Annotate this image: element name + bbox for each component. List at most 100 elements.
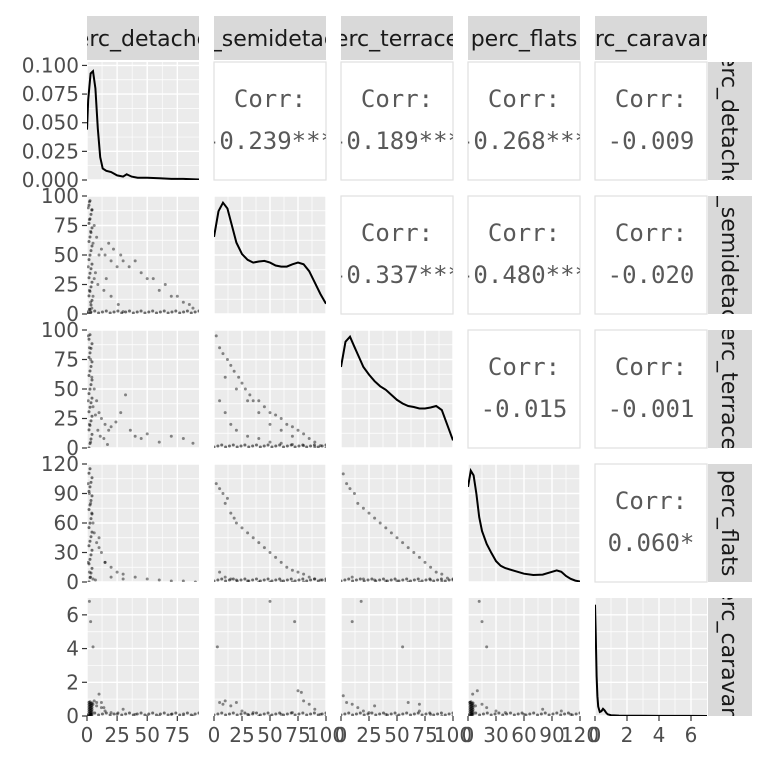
- scatter-point: [478, 713, 482, 716]
- scatter-point: [348, 487, 352, 491]
- scatter-point: [229, 363, 233, 367]
- scatter-point: [102, 288, 106, 292]
- scatter-point: [166, 311, 170, 314]
- scatter-point: [285, 422, 289, 426]
- x-axis-tick-label: 30: [483, 723, 508, 747]
- panel-3-4: Corr: 0.060*: [594, 463, 708, 583]
- scatter-point: [97, 411, 101, 415]
- scatter-point: [324, 446, 326, 448]
- scatter-point: [366, 578, 370, 582]
- scatter-point: [501, 713, 505, 716]
- scatter-point: [87, 374, 91, 378]
- scatter-point: [406, 580, 410, 582]
- scatter-point: [97, 253, 101, 257]
- scatter-point: [227, 712, 231, 716]
- scatter-point: [350, 620, 354, 624]
- strip-bg: [468, 16, 580, 60]
- y-axis-tick-label: 50: [54, 377, 79, 401]
- scatter-point: [221, 352, 225, 356]
- scatter-point: [254, 577, 258, 581]
- scatter-point: [268, 551, 272, 554]
- scatter-point: [341, 472, 345, 476]
- scatter-point: [223, 501, 227, 505]
- row-strip-label: perc_detached: [716, 40, 741, 202]
- scatter-point: [102, 706, 106, 710]
- scatter-point: [243, 577, 247, 581]
- strip-bg: [708, 62, 752, 180]
- panel-0-4: Corr: -0.009: [594, 61, 708, 181]
- scatter-point: [90, 244, 94, 248]
- scatter-point: [320, 712, 324, 716]
- y-axis-tick-label: 0: [66, 704, 79, 728]
- scatter-point: [358, 711, 362, 715]
- y-axis-tick-label: 0.075: [22, 82, 79, 106]
- scatter-point: [105, 442, 109, 446]
- scatter-point: [243, 387, 247, 391]
- scatter-point: [393, 577, 397, 581]
- scatter-point: [229, 511, 233, 515]
- scatter-point: [385, 713, 389, 716]
- x-axis-tick-label: 0: [335, 723, 348, 747]
- scatter-point: [251, 444, 255, 448]
- scatter-point: [354, 712, 358, 716]
- scatter-point: [88, 575, 92, 579]
- scatter-point: [445, 576, 449, 580]
- scatter-point: [185, 711, 189, 715]
- scatter-point: [257, 411, 261, 415]
- correlation-panel-bg: [213, 61, 327, 181]
- density-line: [595, 604, 707, 716]
- scatter-point: [345, 482, 349, 486]
- scatter-point: [409, 713, 413, 716]
- correlation-text-group: Corr: -0.015: [481, 353, 568, 423]
- scatter-point: [234, 387, 238, 391]
- scatter-point: [247, 713, 251, 716]
- scatter-point: [166, 713, 170, 716]
- scatter-point: [91, 521, 95, 525]
- panel-marks: [87, 467, 197, 582]
- scatter-point: [258, 445, 262, 448]
- scatter-point: [270, 713, 274, 716]
- scatter-point: [420, 713, 424, 716]
- row-strip-label: perc_terraced: [716, 313, 741, 465]
- scatter-point: [157, 578, 161, 582]
- correlation-panel-bg: [594, 329, 708, 449]
- scatter-point: [87, 399, 90, 403]
- x-axis-tick-label: 0: [589, 723, 602, 747]
- scatter-point: [218, 701, 222, 705]
- scatter-point: [88, 351, 92, 355]
- scatter-point: [405, 577, 409, 581]
- scatter-point: [88, 199, 92, 203]
- panel-2-0: [86, 329, 199, 449]
- x-axis-tick-label: 50: [134, 723, 159, 747]
- scatter-point: [95, 704, 99, 708]
- y-axis-tick-label: 25: [54, 407, 79, 431]
- scatter-point: [93, 711, 97, 715]
- scatter-point: [96, 283, 100, 286]
- scatter-point: [247, 445, 251, 448]
- y-axis-tick-label: 0: [66, 570, 79, 594]
- x-axis-tick-label: 25: [229, 723, 254, 747]
- correlation-value: -0.337***: [332, 261, 462, 289]
- y-axis-tick-label: 60: [54, 511, 79, 535]
- scatter-point: [89, 212, 93, 216]
- scatter-point: [89, 571, 93, 575]
- panel-3-0: [86, 463, 199, 583]
- scatter-point: [145, 277, 149, 281]
- scatter-point: [239, 444, 243, 448]
- strip-bg: [708, 330, 752, 448]
- scatter-point: [218, 346, 222, 350]
- scatter-point: [343, 578, 347, 582]
- scatter-point: [224, 713, 228, 716]
- scatter-point: [87, 392, 91, 396]
- scatter-point: [341, 579, 343, 582]
- scatter-point: [412, 578, 416, 582]
- scatter-point: [151, 711, 155, 715]
- scatter-point: [489, 713, 493, 716]
- correlation-value: -0.480***: [459, 261, 589, 289]
- scatter-point: [351, 579, 355, 582]
- scatter-point: [274, 578, 278, 582]
- y-axis-tick-label: 100: [41, 318, 79, 342]
- scatter-point: [297, 444, 301, 448]
- scatter-point: [278, 443, 282, 447]
- scatter-point: [169, 579, 173, 582]
